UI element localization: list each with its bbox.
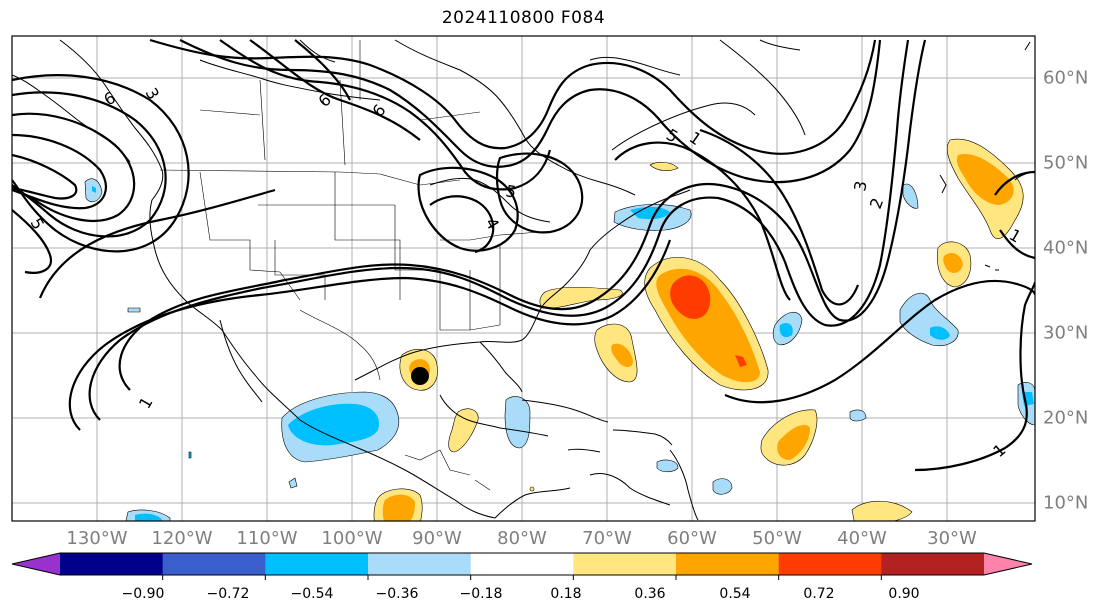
lat-label: 40°N	[1043, 237, 1089, 259]
colorbar-tick-label: 0.18	[550, 586, 582, 602]
negative-anomaly-shading	[84, 178, 1035, 521]
lon-label: 30°W	[927, 528, 977, 549]
contour-label: 3	[850, 179, 870, 192]
lat-label: 20°N	[1043, 407, 1089, 429]
lon-label: 130°W	[66, 528, 128, 549]
colorbar-tick-label: −0.54	[290, 586, 334, 602]
colorbar-tick-label: 0.54	[719, 586, 751, 602]
colorbar-tick-label: 0.72	[803, 586, 835, 602]
colorbar-tick-label: 0.90	[888, 586, 920, 602]
colorbar-tick-label: −0.72	[206, 586, 250, 602]
lon-label: 110°W	[236, 528, 298, 549]
lon-label: 40°W	[837, 528, 887, 549]
lat-label: 30°N	[1043, 322, 1089, 344]
lon-label: 80°W	[497, 528, 547, 549]
map-frame	[11, 35, 1036, 522]
lon-label: 50°W	[752, 528, 802, 549]
lon-label: 70°W	[582, 528, 632, 549]
contour-label: 5	[504, 181, 517, 201]
shade-atlantic-central-red	[670, 275, 711, 319]
shade-caribbean	[448, 408, 479, 453]
lon-label: 120°W	[151, 528, 213, 549]
lon-label: 90°W	[412, 528, 462, 549]
shade-eastatlantic-south	[851, 500, 913, 521]
colorbar-tick-label: −0.18	[459, 586, 503, 602]
lon-label: 60°W	[667, 528, 717, 549]
colorbar-tick-label: −0.90	[121, 586, 165, 602]
shade-cuba	[504, 396, 531, 449]
lat-label: 10°N	[1043, 492, 1089, 514]
lat-label: 60°N	[1043, 67, 1089, 89]
lon-label: 100°W	[321, 528, 383, 549]
lat-label: 50°N	[1043, 152, 1089, 174]
positive-anomaly-shading	[373, 138, 1024, 521]
storm-position-marker	[411, 367, 429, 385]
colorbar-tick-label: −0.36	[375, 586, 419, 602]
colorbar-tick-label: 0.36	[634, 586, 666, 602]
map-title: 2024110800 F084	[441, 8, 606, 28]
height-contours	[12, 38, 1035, 472]
